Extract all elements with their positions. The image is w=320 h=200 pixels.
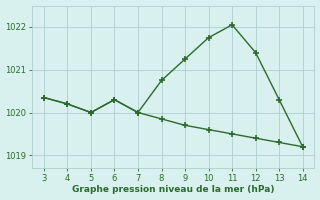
X-axis label: Graphe pression niveau de la mer (hPa): Graphe pression niveau de la mer (hPa) — [72, 185, 275, 194]
